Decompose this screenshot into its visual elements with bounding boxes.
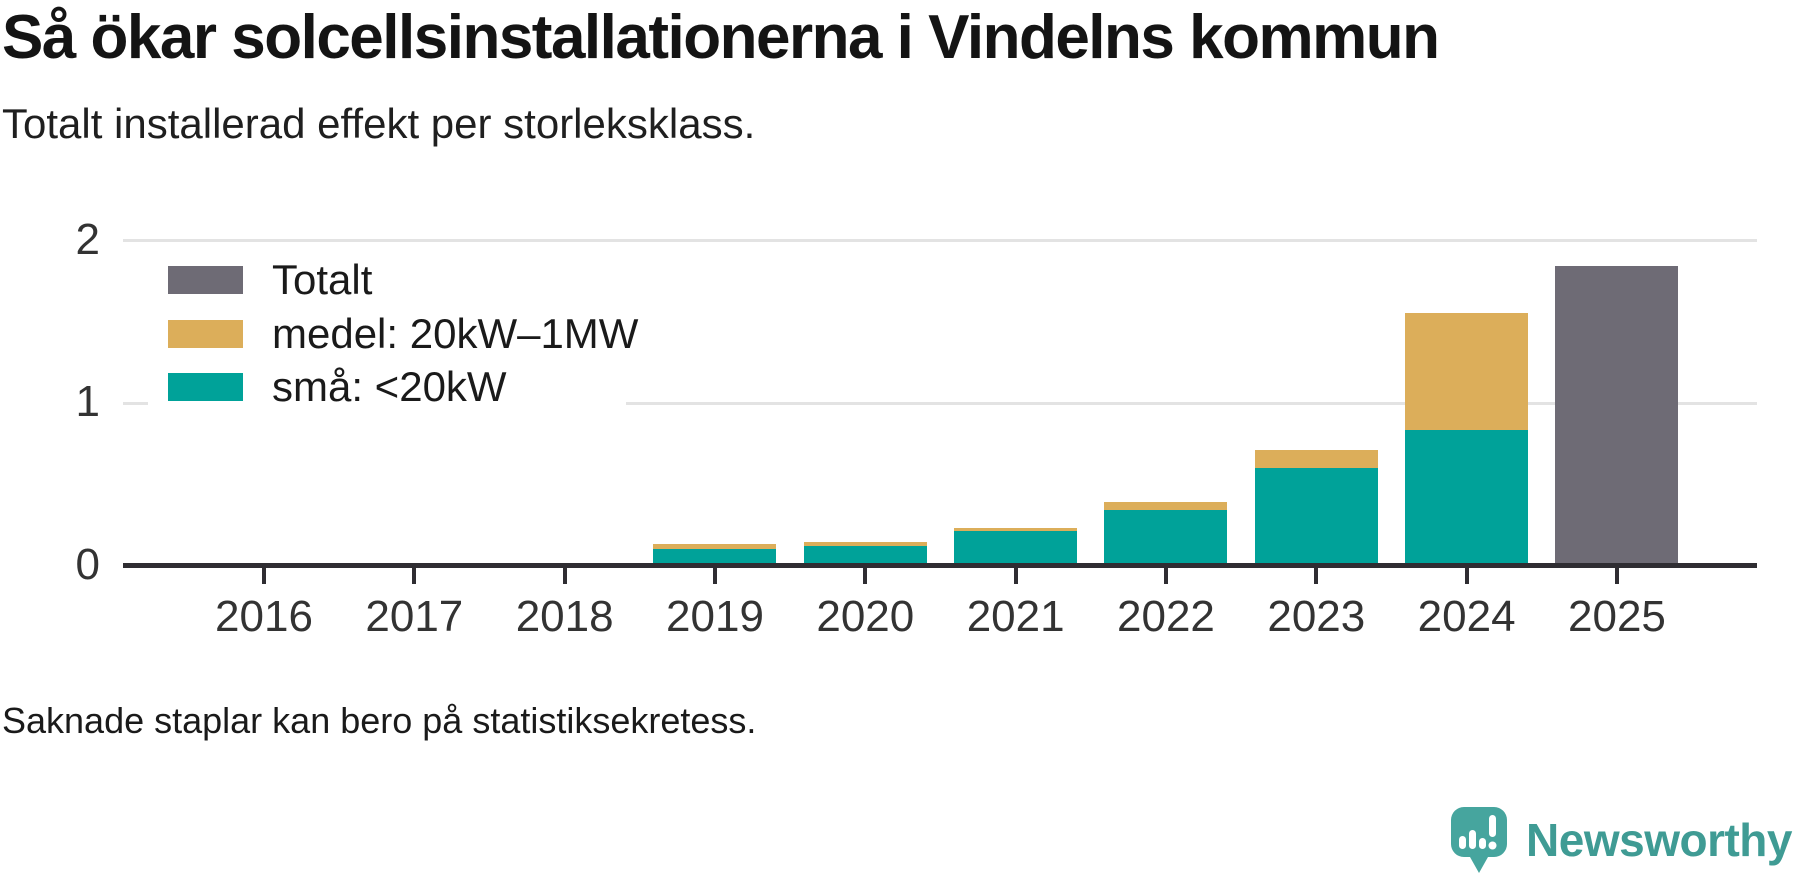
bar-2024-small	[1405, 430, 1529, 564]
x-axis-tick-label: 2018	[515, 592, 614, 641]
y-axis-tick-label: 1	[75, 377, 100, 426]
legend-swatch-medel	[168, 319, 243, 348]
legend-swatch-sma	[168, 373, 243, 402]
bar-2019-medium	[653, 544, 777, 549]
x-axis-tick-label: 2021	[966, 592, 1065, 641]
x-axis-tick	[712, 567, 717, 584]
bar-2022-medium	[1104, 501, 1228, 510]
x-axis-tick	[1013, 567, 1018, 584]
x-axis-tick	[412, 567, 417, 584]
x-axis-tick-label: 2016	[215, 592, 313, 641]
bar-2022-small	[1104, 509, 1228, 564]
gridline-y2	[123, 239, 1757, 242]
x-axis-tick	[1163, 567, 1168, 584]
bar-2025-total	[1555, 266, 1679, 564]
bar-2021-small	[954, 531, 1078, 564]
x-axis-tick	[262, 567, 266, 584]
x-axis-tick-label: 2024	[1417, 592, 1516, 641]
x-axis-tick-label: 2020	[816, 592, 915, 641]
x-axis-tick-label: 2023	[1267, 592, 1366, 641]
x-axis-tick-label: 2017	[365, 592, 464, 641]
brand-logo: Newsworthy	[1448, 805, 1792, 875]
newsworthy-bubble-icon	[1451, 807, 1508, 873]
legend-swatch-totalt	[168, 265, 243, 294]
footnote: Saknade staplar kan bero på statistiksek…	[2, 700, 757, 741]
x-axis-tick	[1464, 567, 1469, 584]
bar-2023-small	[1254, 467, 1378, 564]
chart-title: Så ökar solcellsinstallationerna i Vinde…	[2, 3, 1440, 72]
legend-label-medel: medel: 20kW–1MW	[272, 309, 639, 357]
legend-item-medel: medel: 20kW–1MW	[148, 307, 638, 361]
brand-name: Newsworthy	[1526, 814, 1792, 866]
legend-label-sma: små: <20kW	[272, 363, 507, 411]
x-axis-tick-label: 2019	[666, 592, 764, 641]
x-axis-tick	[1314, 567, 1319, 584]
x-axis-line	[123, 563, 1757, 568]
bar-2021-medium	[954, 527, 1078, 531]
legend-item-sma: små: <20kW	[148, 360, 626, 414]
gridline-y1	[123, 401, 1757, 405]
x-axis-tick	[1614, 567, 1619, 584]
bar-2024-medium	[1405, 313, 1529, 431]
bar-2020-small	[803, 545, 927, 564]
bar-2019-small	[653, 548, 777, 564]
chart-subtitle: Totalt installerad effekt per storlekskl…	[2, 100, 756, 147]
x-axis-tick-label: 2022	[1117, 592, 1215, 641]
bar-2020-medium	[803, 542, 927, 546]
y-axis-tick-label: 2	[75, 214, 100, 264]
x-axis-tick	[863, 567, 868, 584]
chart-legend: Totalt medel: 20kW–1MW små: <20kW	[148, 246, 638, 414]
legend-label-totalt: Totalt	[272, 255, 373, 303]
x-axis-tick	[562, 567, 567, 584]
bar-2023-medium	[1254, 449, 1378, 468]
legend-item-totalt: Totalt	[148, 253, 626, 307]
x-axis-tick-label: 2025	[1568, 592, 1666, 641]
y-axis-tick-label: 0	[75, 539, 100, 589]
